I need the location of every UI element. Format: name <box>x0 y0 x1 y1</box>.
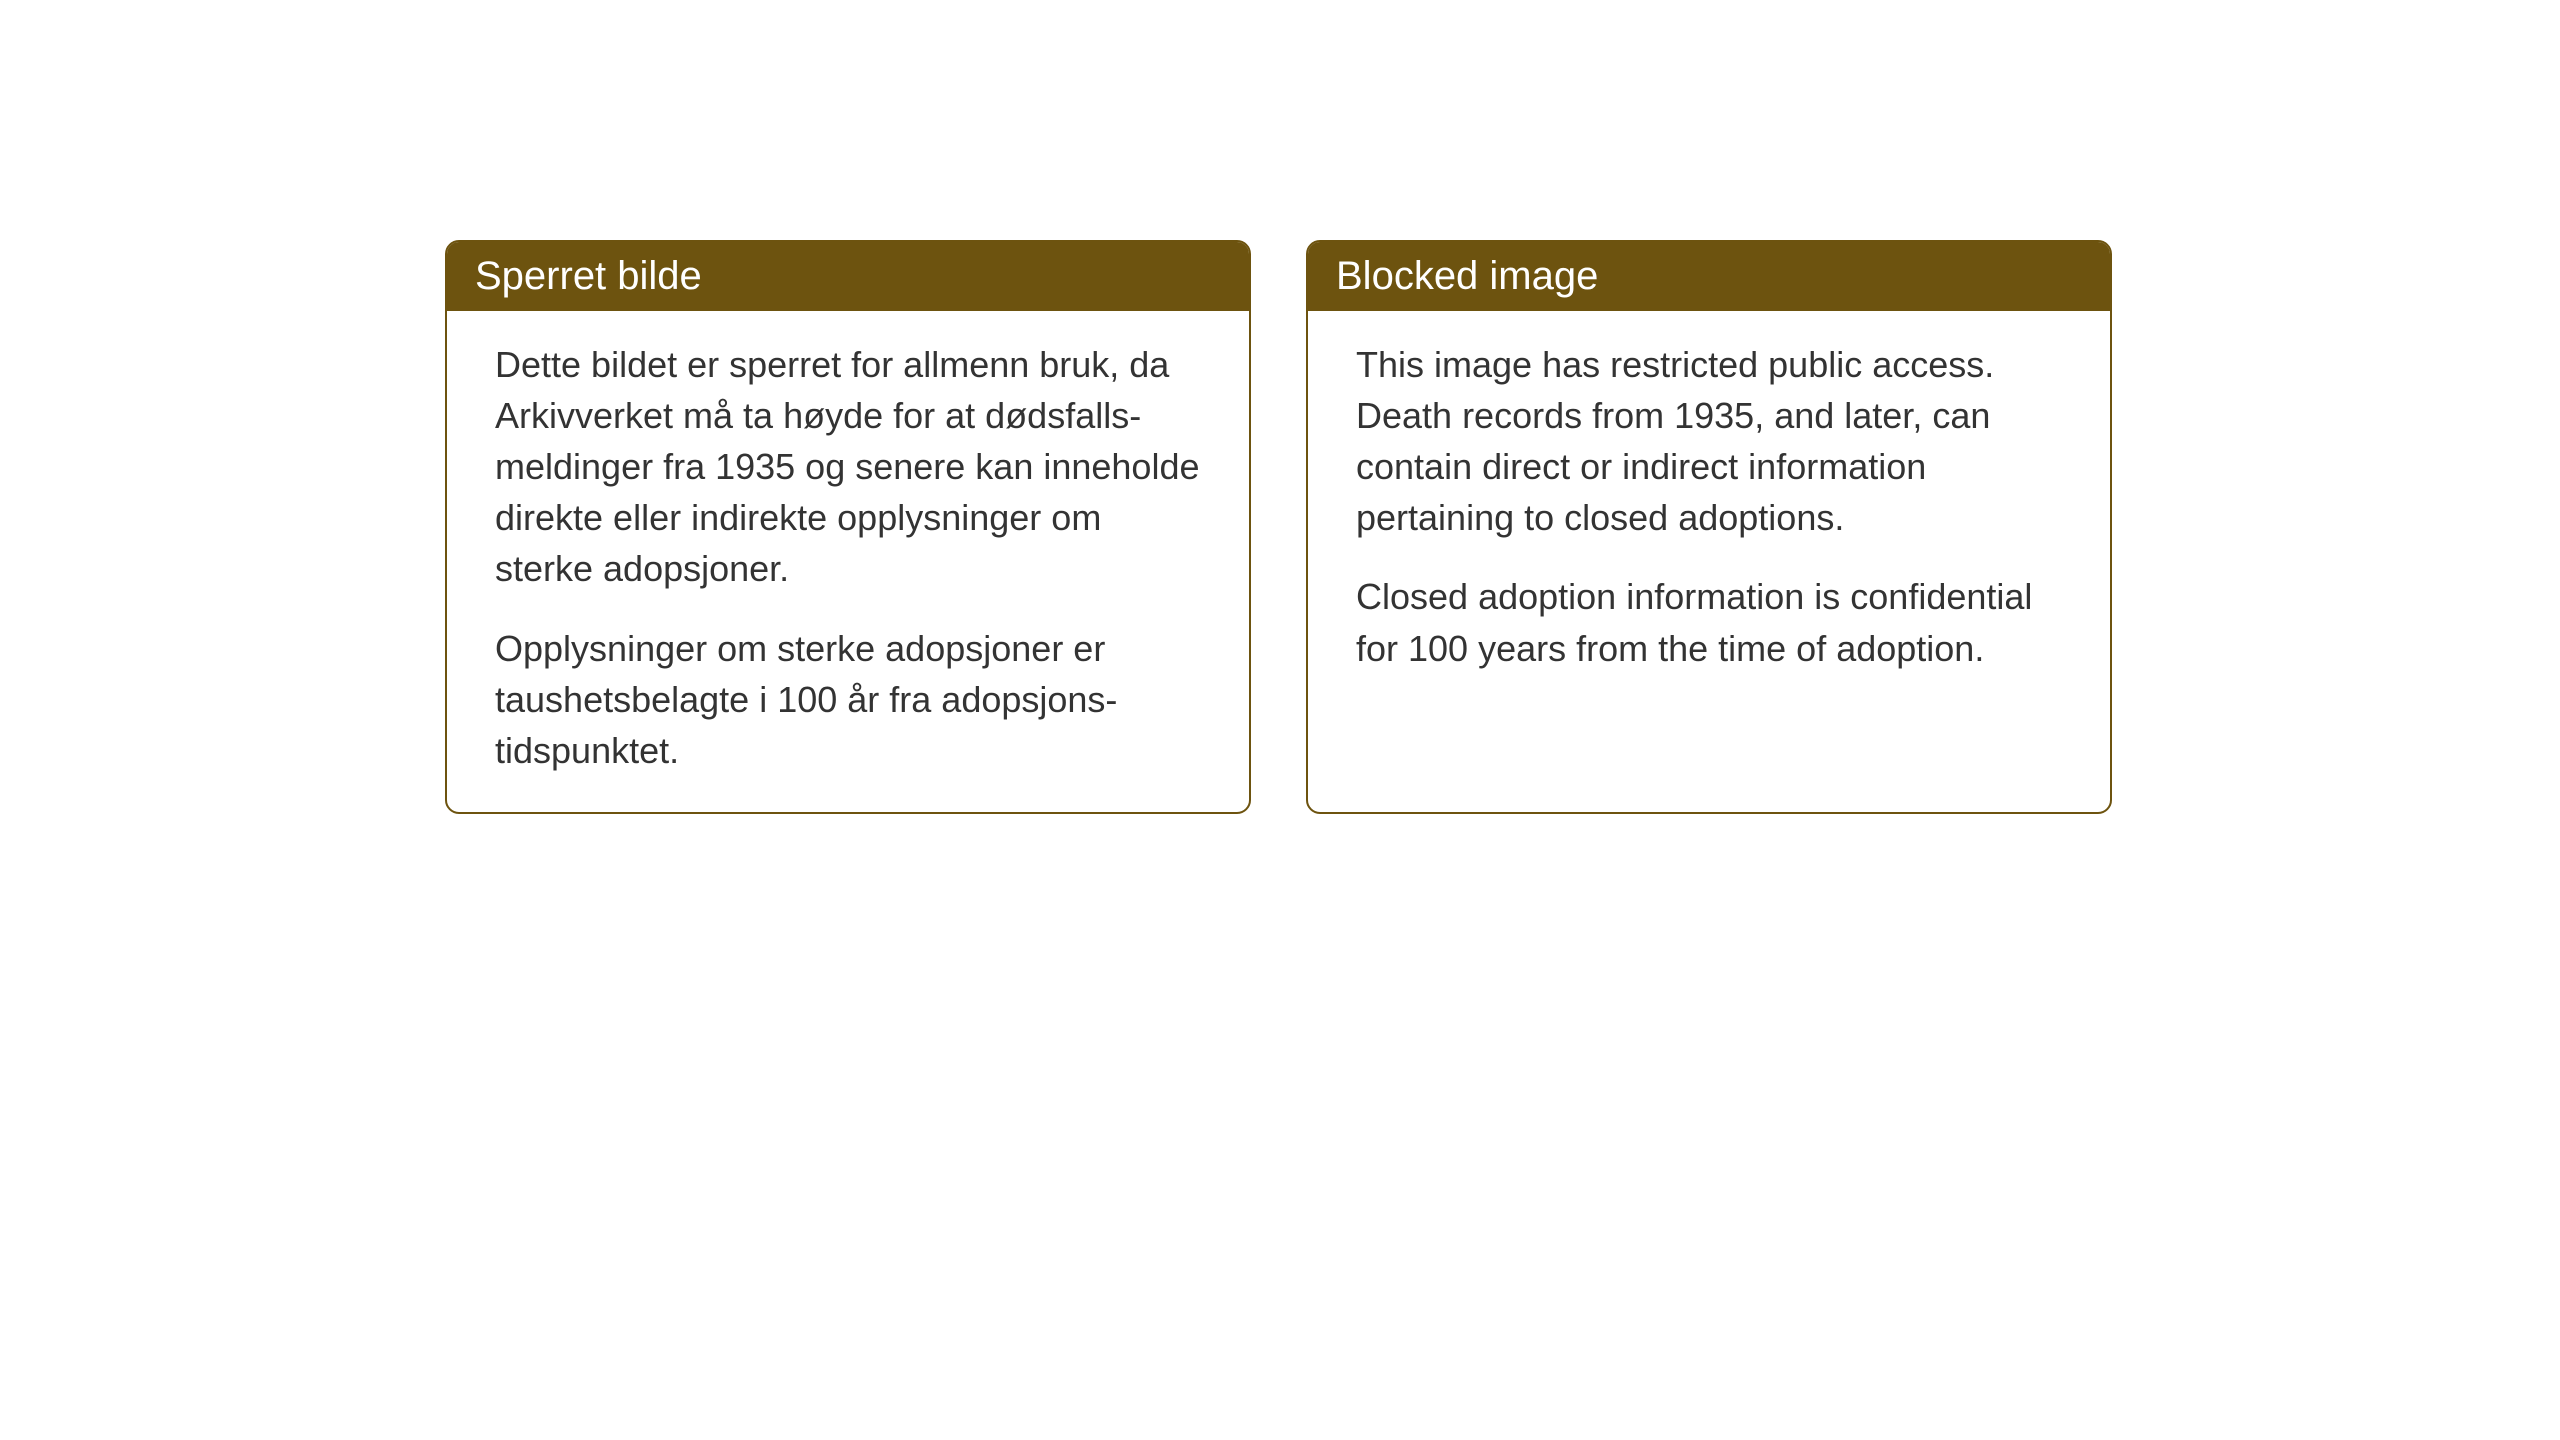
norwegian-paragraph-2: Opplysninger om sterke adopsjoner er tau… <box>495 623 1201 776</box>
english-title: Blocked image <box>1336 254 1598 298</box>
english-notice-card: Blocked image This image has restricted … <box>1306 240 2112 814</box>
norwegian-card-body: Dette bildet er sperret for allmenn bruk… <box>447 311 1249 812</box>
notice-container: Sperret bilde Dette bildet er sperret fo… <box>445 240 2112 814</box>
norwegian-title: Sperret bilde <box>475 254 702 298</box>
norwegian-card-header: Sperret bilde <box>447 242 1249 311</box>
norwegian-paragraph-1: Dette bildet er sperret for allmenn bruk… <box>495 339 1201 595</box>
english-paragraph-1: This image has restricted public access.… <box>1356 339 2062 543</box>
english-paragraph-2: Closed adoption information is confident… <box>1356 571 2062 673</box>
norwegian-notice-card: Sperret bilde Dette bildet er sperret fo… <box>445 240 1251 814</box>
english-card-body: This image has restricted public access.… <box>1308 311 2110 710</box>
english-card-header: Blocked image <box>1308 242 2110 311</box>
